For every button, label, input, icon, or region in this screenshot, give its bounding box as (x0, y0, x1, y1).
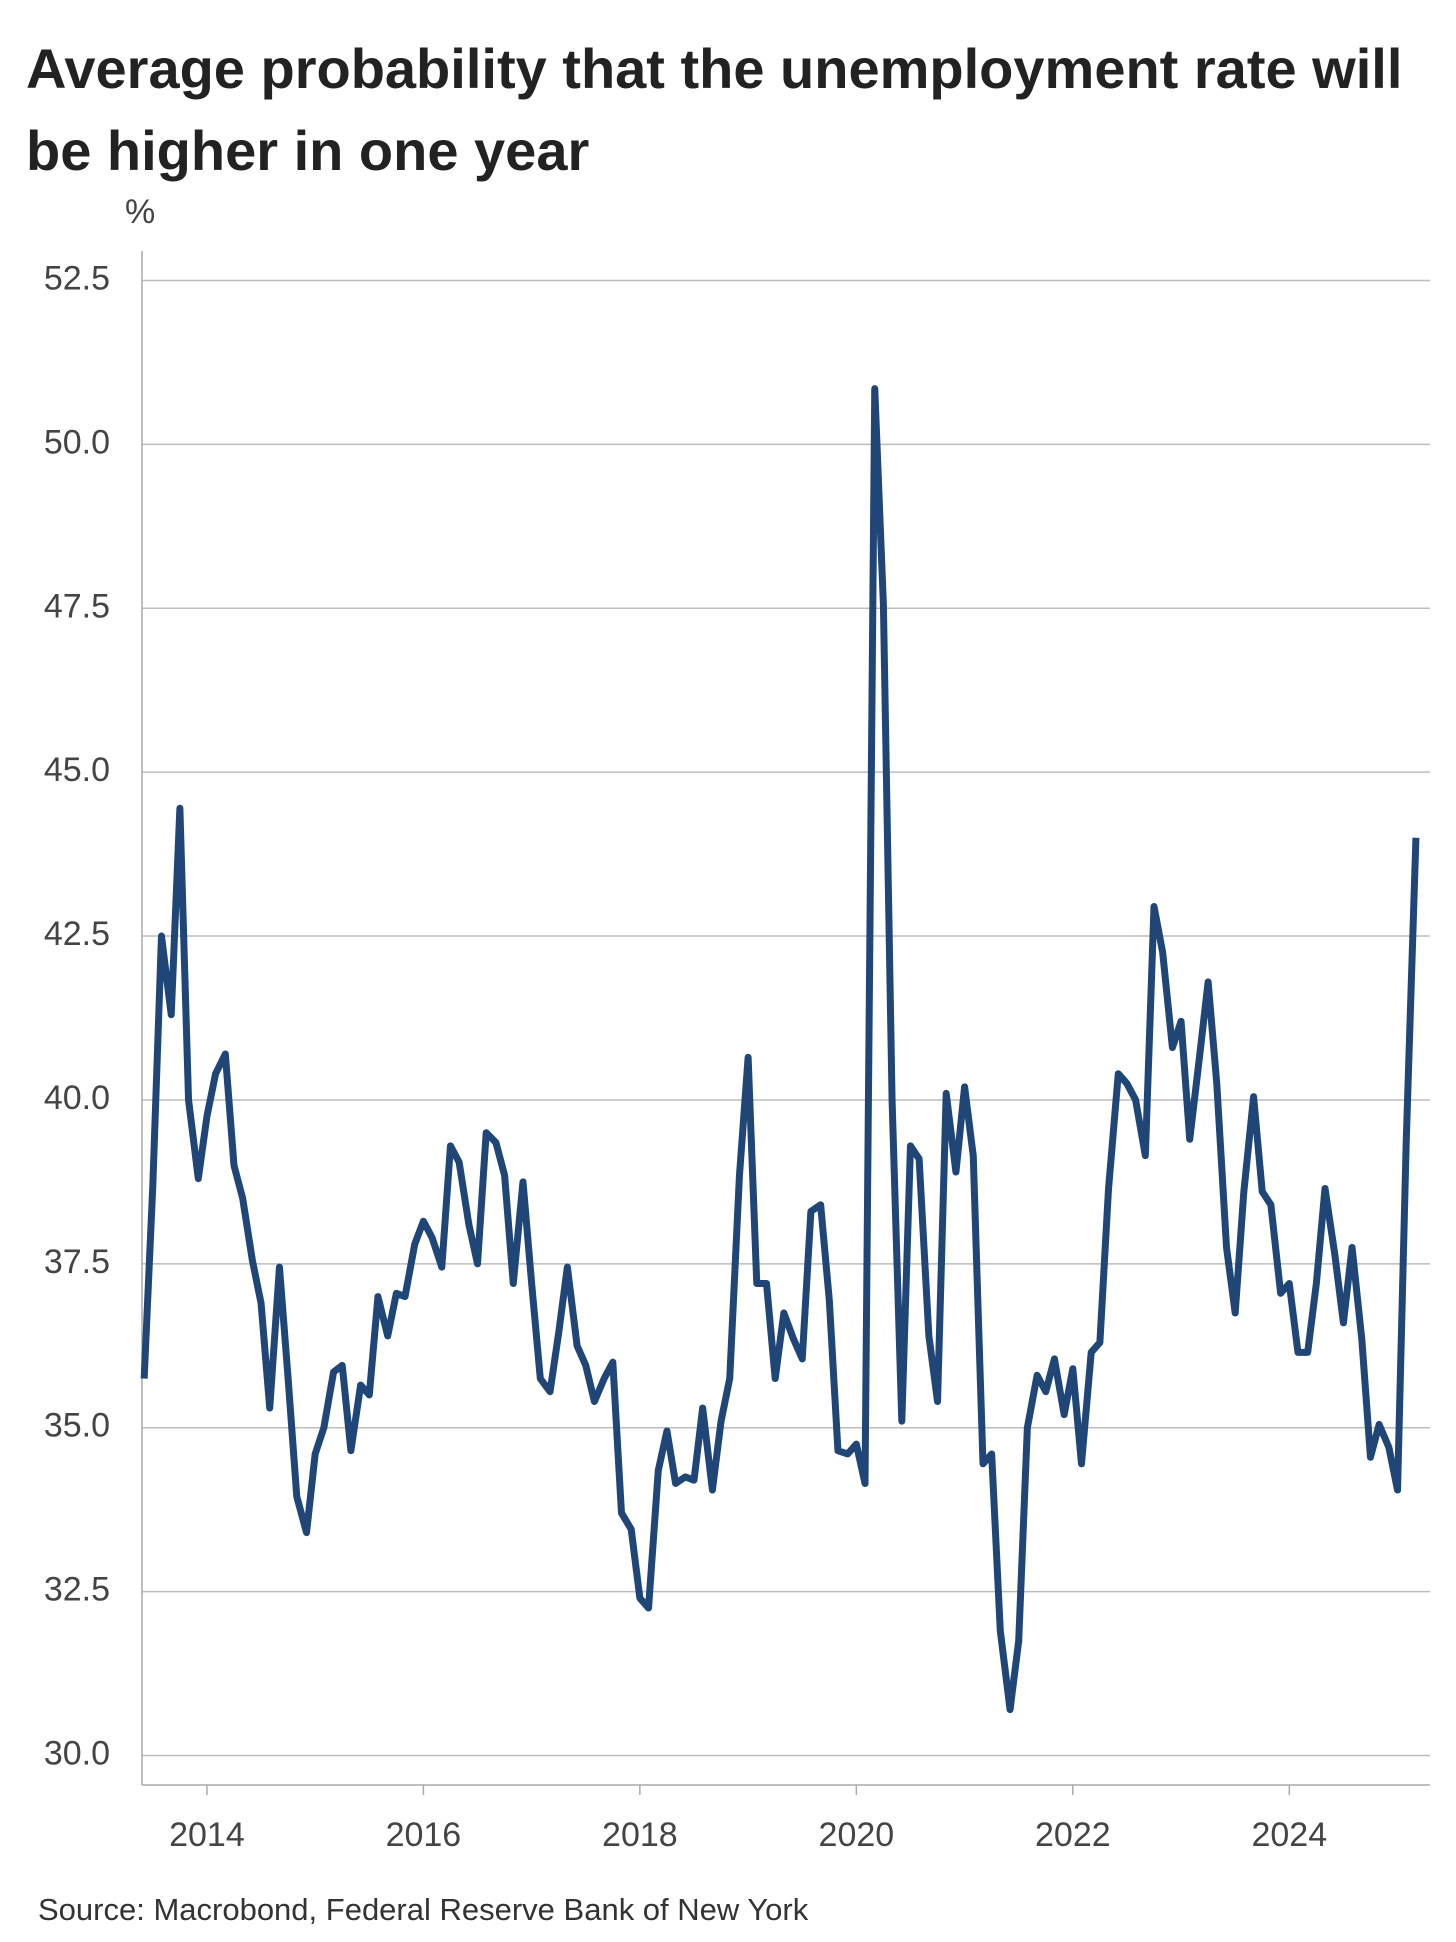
y-tick-label: 30.0 (44, 1734, 110, 1772)
y-tick-label: 52.5 (44, 259, 110, 297)
x-tick-label: 2022 (1035, 1816, 1111, 1854)
y-tick-label: 45.0 (44, 751, 110, 789)
y-tick-label: 32.5 (44, 1571, 110, 1609)
x-tick-label: 2024 (1251, 1816, 1327, 1854)
y-tick-label: 42.5 (44, 915, 110, 953)
y-tick-label: 47.5 (44, 587, 110, 625)
source-note: Source: Macrobond, Federal Reserve Bank … (38, 1892, 809, 1927)
chart-title: Average probability that the unemploymen… (26, 37, 1403, 182)
data-line (140, 385, 1420, 1714)
x-tick-label: 2018 (602, 1816, 678, 1854)
y-tick-label: 50.0 (44, 423, 110, 461)
y-axis-unit: % (125, 193, 155, 231)
y-tick-label: 40.0 (44, 1079, 110, 1117)
x-tick-label: 2016 (386, 1816, 462, 1854)
x-tick-label: 2014 (169, 1816, 245, 1854)
y-tick-label: 37.5 (44, 1243, 110, 1281)
y-tick-label: 35.0 (44, 1407, 110, 1445)
x-tick-label: 2020 (819, 1816, 895, 1854)
